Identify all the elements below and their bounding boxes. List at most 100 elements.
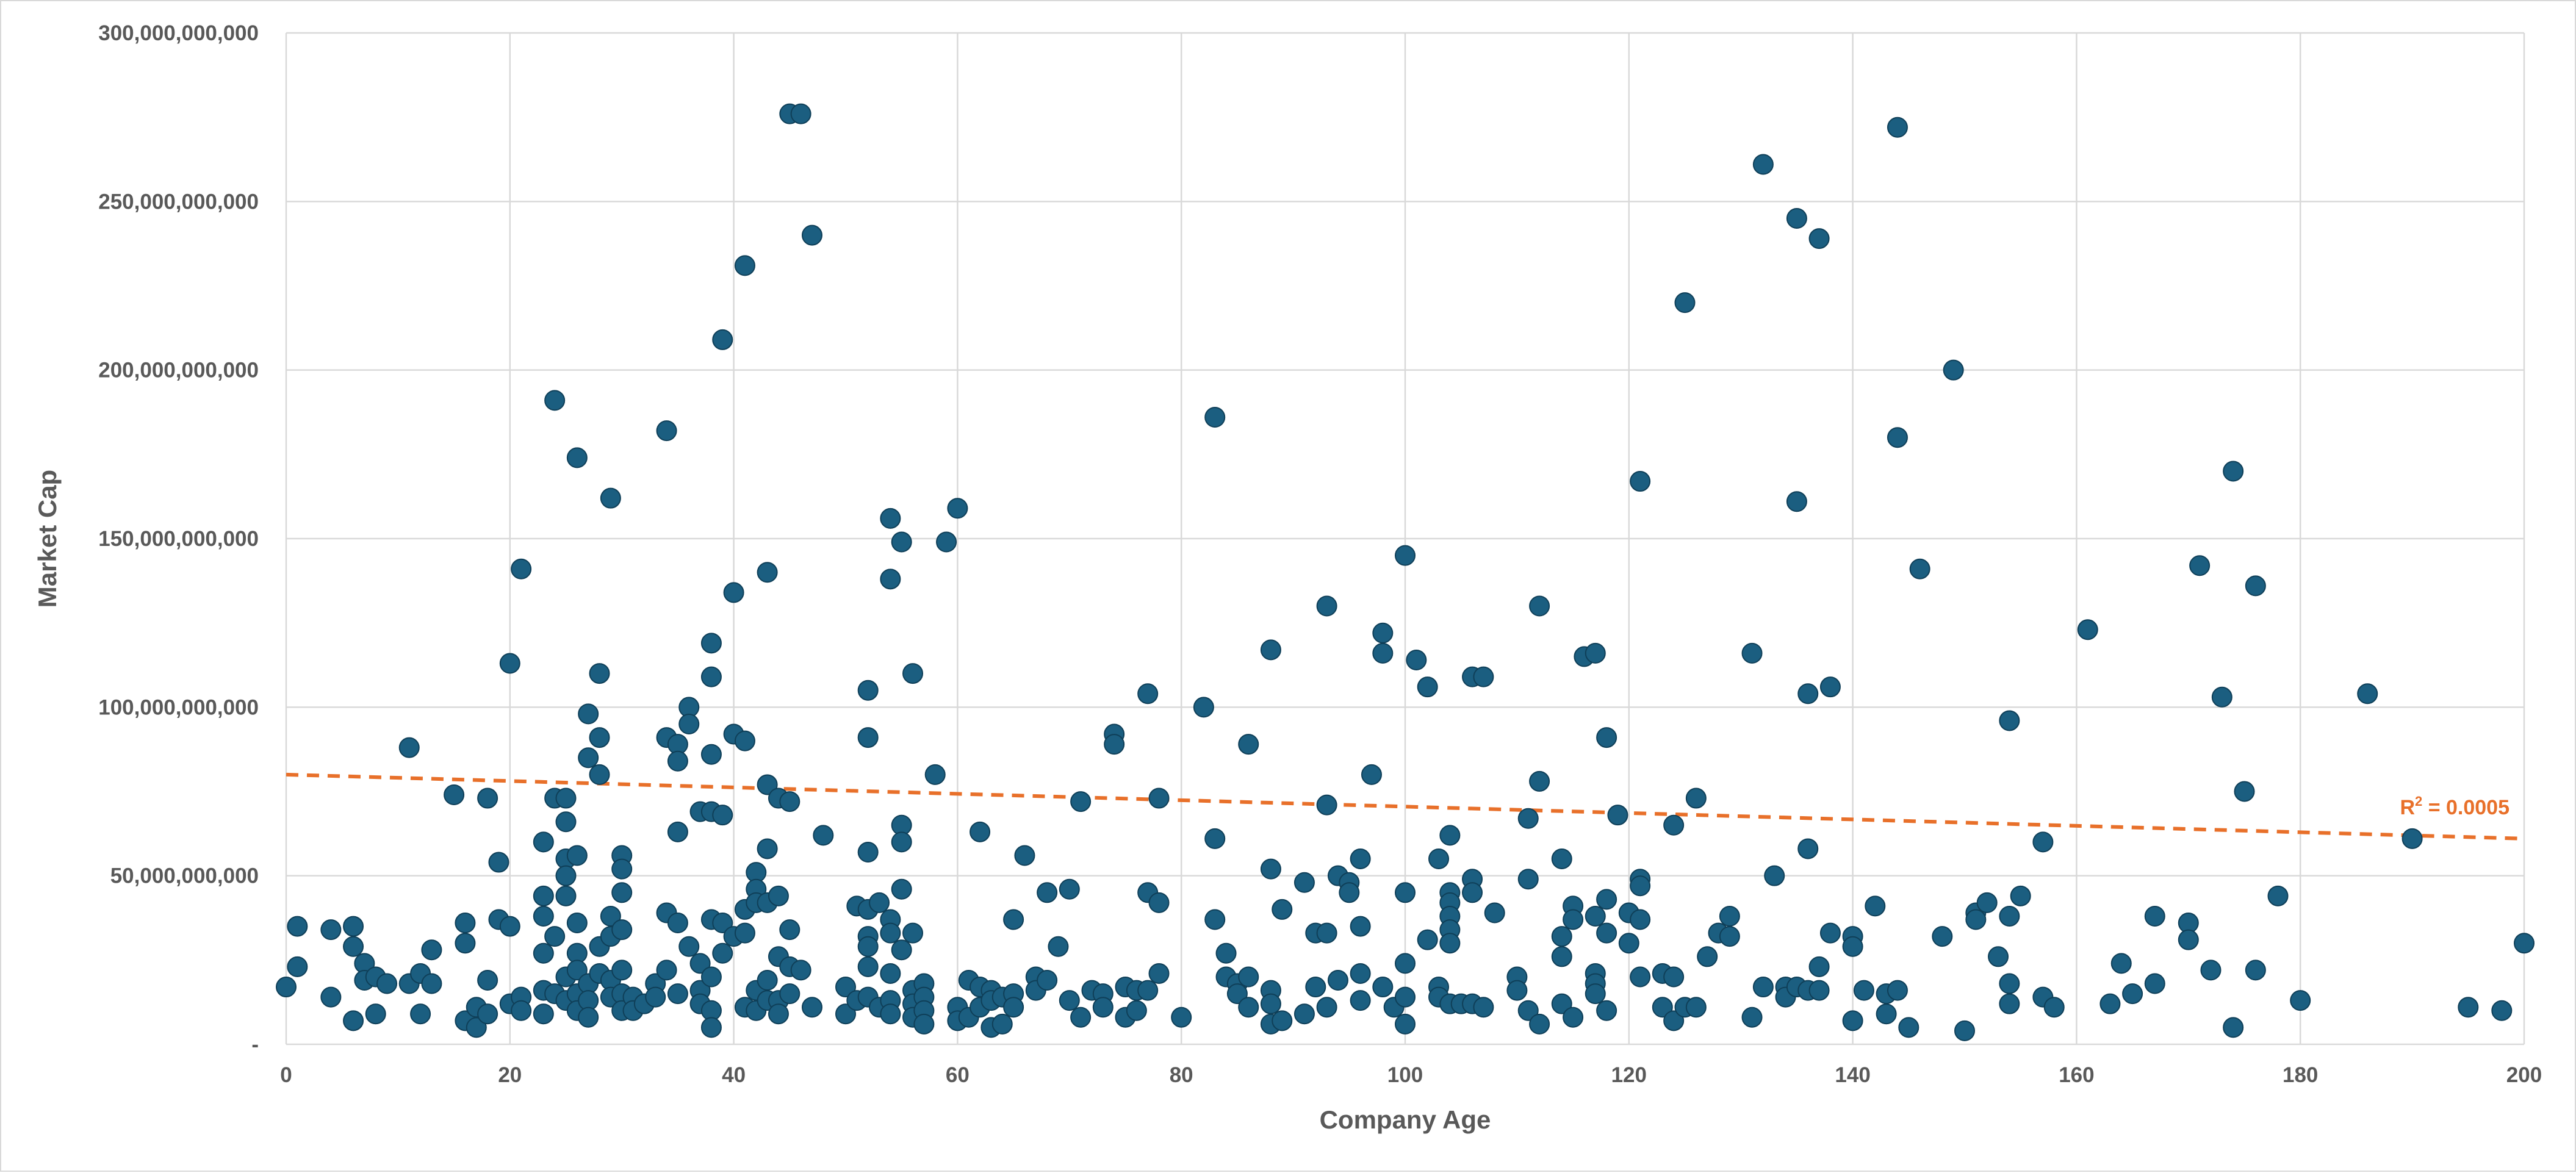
data-point xyxy=(555,865,577,886)
data-point xyxy=(533,885,554,906)
data-point xyxy=(1316,922,1337,944)
data-point xyxy=(2402,828,2423,849)
data-point xyxy=(880,569,901,590)
data-point xyxy=(891,878,912,900)
data-point xyxy=(1350,916,1371,937)
data-point xyxy=(455,913,476,934)
data-point xyxy=(2223,1017,2244,1038)
x-tick-label: 20 xyxy=(498,1063,522,1087)
data-point xyxy=(1238,997,1259,1018)
data-point xyxy=(589,663,610,684)
data-point xyxy=(734,922,755,944)
y-tick-label: 250,000,000,000 xyxy=(98,190,259,213)
data-point xyxy=(1797,683,1819,705)
data-point xyxy=(712,329,733,350)
x-tick-label: 0 xyxy=(280,1063,292,1087)
data-point xyxy=(1563,1006,1584,1028)
data-point xyxy=(1003,997,1024,1018)
data-point xyxy=(1752,977,1774,998)
data-point xyxy=(880,1003,901,1025)
data-point xyxy=(1786,491,1807,512)
data-point xyxy=(1092,997,1114,1018)
data-point xyxy=(1630,966,1651,988)
data-point xyxy=(1652,997,1673,1018)
r-squared-superscript: 2 xyxy=(2415,794,2422,809)
data-point xyxy=(611,882,633,903)
data-point xyxy=(1674,292,1696,314)
data-point xyxy=(566,960,588,981)
data-point xyxy=(1932,926,1953,947)
data-point xyxy=(477,969,498,991)
y-tick-label: 300,000,000,000 xyxy=(98,21,259,45)
data-point xyxy=(1126,1000,1147,1021)
r-squared-symbol: R xyxy=(2400,796,2415,819)
data-point xyxy=(2267,885,2289,906)
data-point xyxy=(2245,575,2266,597)
data-point xyxy=(700,666,722,687)
data-point xyxy=(712,805,733,826)
data-point xyxy=(1797,838,1819,859)
data-point xyxy=(734,730,755,752)
data-point xyxy=(533,942,554,964)
data-point xyxy=(857,841,879,863)
data-point xyxy=(533,905,554,927)
data-point xyxy=(1417,929,1438,950)
data-point xyxy=(1238,734,1259,755)
data-point xyxy=(1395,986,1416,1008)
data-point xyxy=(1059,990,1080,1011)
data-point xyxy=(2357,683,2378,705)
data-point xyxy=(1148,963,1170,984)
data-point xyxy=(1786,207,1807,229)
data-point xyxy=(533,1003,554,1025)
data-point xyxy=(667,821,688,842)
data-point xyxy=(1585,905,1606,927)
data-point xyxy=(511,1000,532,1021)
data-point xyxy=(801,224,822,246)
data-point xyxy=(1473,997,1494,1018)
data-point xyxy=(678,713,700,734)
data-point xyxy=(768,885,789,906)
data-point xyxy=(2234,781,2255,802)
data-point xyxy=(1808,956,1830,977)
data-point xyxy=(779,919,801,941)
data-point xyxy=(376,973,398,994)
data-point xyxy=(1954,1020,1975,1041)
data-point xyxy=(2122,983,2143,1005)
data-point xyxy=(1663,814,1685,836)
data-point xyxy=(678,936,700,957)
data-point xyxy=(712,942,733,964)
data-point xyxy=(1372,622,1394,644)
data-point xyxy=(398,737,420,758)
data-point xyxy=(779,791,801,812)
data-point xyxy=(1685,997,1707,1018)
y-tick-label: 150,000,000,000 xyxy=(98,527,259,551)
data-point xyxy=(287,916,308,937)
data-point xyxy=(1585,983,1606,1005)
tick-labels: 0 20 40 60 80 100 120 140 160 180 200 - 50,000,000,0… xyxy=(98,21,2542,1087)
data-point xyxy=(1741,1006,1763,1028)
data-point xyxy=(1171,1006,1192,1028)
data-point xyxy=(477,1003,498,1025)
data-point xyxy=(1226,983,1248,1005)
data-point xyxy=(869,892,890,913)
data-point xyxy=(1395,882,1416,903)
data-point xyxy=(365,1003,386,1025)
data-point xyxy=(544,390,566,411)
x-tick-label: 80 xyxy=(1170,1063,1193,1087)
data-point xyxy=(611,960,633,981)
data-point xyxy=(320,919,342,941)
data-point xyxy=(1630,875,1651,897)
data-point xyxy=(1395,953,1416,974)
data-point xyxy=(578,747,599,769)
data-point xyxy=(1048,936,1069,957)
data-point xyxy=(1395,1013,1416,1035)
data-point xyxy=(1350,990,1371,1011)
data-point xyxy=(1819,922,1841,944)
data-point xyxy=(857,936,879,957)
data-point xyxy=(455,933,476,954)
data-point xyxy=(1741,642,1763,664)
data-point xyxy=(1630,471,1651,492)
data-point xyxy=(1842,936,1863,957)
